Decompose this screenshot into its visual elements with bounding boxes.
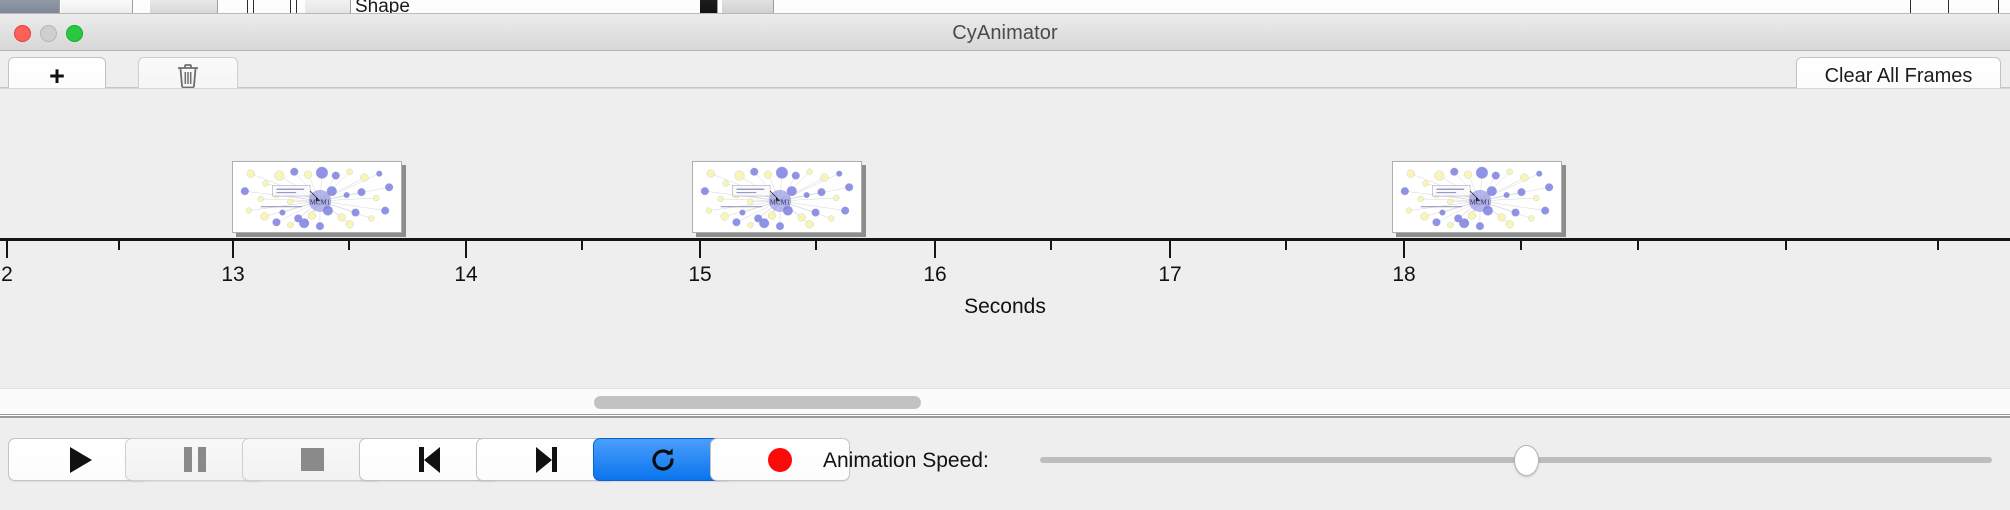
axis-tick [348,241,350,250]
timeline-panel[interactable]: MCM1 MCM1 MCM1 2 13 14 15 16 17 18 Seconds [0,88,2010,415]
svg-text:MCM1: MCM1 [310,199,331,206]
axis-tick [815,241,817,250]
record-icon [768,447,792,472]
background-window-strip: Shape [0,0,2010,14]
window-controls [14,25,83,42]
stop-button[interactable] [242,438,382,481]
axis-tick [6,241,8,258]
bg-window-label: Shape [355,0,410,14]
skip-forward-icon [535,446,557,473]
loop-icon [648,445,678,475]
animation-speed-slider[interactable] [1040,438,1992,481]
timeline-frame-thumbnail[interactable]: MCM1 [692,161,866,237]
toolbar: + Clear All Frames [0,51,2010,95]
axis-tick-label: 17 [1158,263,1182,286]
slider-thumb[interactable] [1513,445,1539,476]
axis-title: Seconds [964,295,1046,318]
network-graph: MCM1 [233,162,401,232]
play-icon [69,446,92,473]
axis-tick-label: 14 [454,263,478,286]
axis-tick [1050,241,1052,250]
window-title: CyAnimator [952,22,1058,44]
animation-speed-label: Animation Speed: [823,449,989,472]
svg-text:MCM1: MCM1 [1470,199,1491,206]
axis-tick [581,241,583,250]
axis-tick [118,241,120,250]
axis-tick [465,241,467,258]
plus-icon: + [49,60,65,91]
axis-tick [1169,241,1171,258]
play-button[interactable] [8,438,148,481]
axis-tick [1637,241,1639,250]
close-button[interactable] [14,25,31,42]
stop-icon [300,448,324,471]
axis-tick [232,241,234,258]
bg-window-chip [0,0,60,13]
next-frame-button[interactable] [476,438,616,481]
axis-tick [1937,241,1939,250]
bg-window-chip [722,0,774,13]
trash-icon [176,63,200,89]
frame-network-preview: MCM1 [232,161,402,233]
axis-tick [1403,241,1405,258]
bg-window-chip [150,0,218,13]
axis-tick-label: 18 [1392,263,1416,286]
skip-back-icon [418,446,440,473]
frame-network-preview: MCM1 [692,161,862,233]
pause-button[interactable] [125,438,265,481]
axis-tick-label: 13 [221,263,245,286]
bg-window-chip [700,0,718,13]
svg-text:MCM1: MCM1 [770,199,791,206]
title-bar: CyAnimator [0,14,2010,51]
frame-network-preview: MCM1 [1392,161,1562,233]
playback-bar: Animation Speed: [0,416,2010,510]
timeline-frame-thumbnail[interactable]: MCM1 [1392,161,1566,237]
zoom-button[interactable] [66,25,83,42]
loop-button[interactable] [593,438,733,481]
axis-tick-label: 15 [688,263,712,286]
timeline-scrollbar[interactable] [0,388,2010,414]
network-graph: MCM1 [693,162,861,232]
axis-tick [934,241,936,258]
axis-tick-label: 2 [1,263,13,286]
timeline-scrollbar-thumb[interactable] [594,396,921,409]
minimize-button[interactable] [40,25,57,42]
timeline-axis-line [0,238,2010,241]
axis-tick [1285,241,1287,250]
record-button[interactable] [710,438,850,481]
axis-tick [699,241,701,258]
pause-icon [184,447,206,472]
axis-tick [1785,241,1787,250]
network-graph: MCM1 [1393,162,1561,232]
bg-window-chip [61,0,133,13]
axis-tick-label: 16 [923,263,947,286]
timeline-frame-thumbnail[interactable]: MCM1 [232,161,406,237]
axis-tick [1520,241,1522,250]
timeline-top-divider [0,88,2010,89]
previous-frame-button[interactable] [359,438,499,481]
bg-window-chip [305,0,351,13]
